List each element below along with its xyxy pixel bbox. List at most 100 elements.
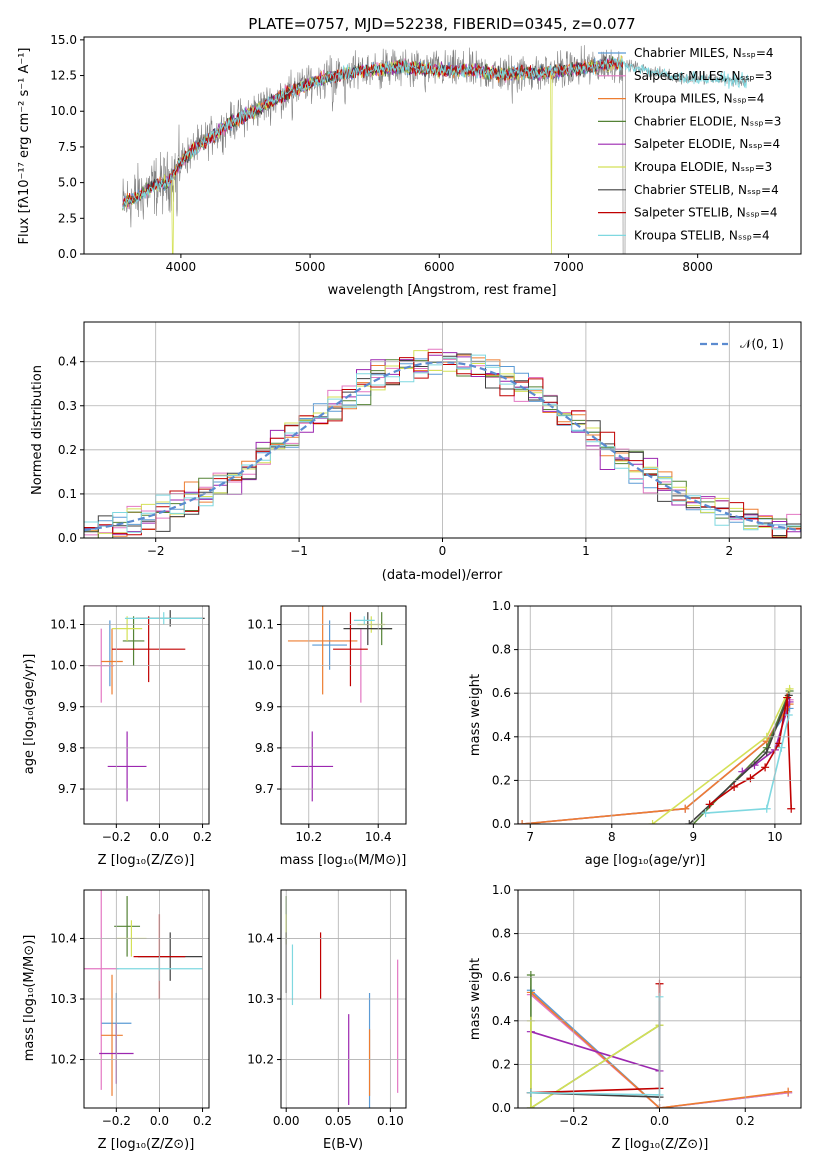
z-age-panel: Z [log₁₀(Z/Z⊙)] age [log₁₀(age/yr)] −0.2… [22, 605, 212, 868]
z-mass-frame [83, 889, 210, 1109]
z-weight-xtick-label: 0.0 [650, 1114, 669, 1128]
z-weight-marker-kroupa-miles [784, 1087, 793, 1096]
spectrum-model-line-salpeter-stelib [122, 58, 624, 206]
age-weight-marker-kroupa-stelib [784, 711, 793, 719]
legend-label-kroupa-miles: Kroupa MILES, Nₛₛₚ=4 [634, 92, 764, 106]
age-weight-ytick-label: 0.4 [492, 730, 511, 744]
age-weight-frame [517, 605, 802, 825]
age-weight-xtick-label: 10 [767, 830, 782, 844]
age-weight-xtick-label: 9 [690, 830, 698, 844]
z-mass-xtick-label: −0.2 [102, 1114, 131, 1128]
mass-age-ytick-label: 9.9 [255, 700, 274, 714]
residuals-xtick-label: 2 [725, 544, 733, 558]
z-age-plot-area [84, 606, 209, 824]
spectrum-ytick-label: 10.0 [50, 104, 77, 118]
age-weight-ytick-label: 1.0 [492, 599, 511, 613]
age-weight-marker-chabrier-stelib [762, 748, 771, 757]
age-weight-marker-kroupa-miles [518, 820, 527, 824]
residuals-ytick-label: 0.4 [58, 355, 77, 369]
mass-age-ytick-label: 10.1 [247, 618, 274, 632]
z-mass-xtick-label: 0.2 [193, 1114, 212, 1128]
age-weight-marker-salpeter-stelib [705, 800, 714, 809]
legend-label-salpeter-miles: Salpeter MILES, Nₛₛₚ=3 [634, 69, 772, 83]
z-weight-xtick-label: −0.2 [559, 1114, 588, 1128]
age-weight-panel: age [log₁₀(age/yr)] mass weight 7 8 9 10 0.0… [468, 599, 802, 868]
z-age-marks [88, 610, 205, 802]
ebv-mass-xtick-label: 0.05 [325, 1114, 352, 1128]
spectrum-panel: PLATE=0757, MJD=52238, FIBERID=0345, z=0… [17, 15, 802, 298]
age-weight-marker-salpeter-stelib [783, 693, 792, 702]
normal-legend-label: 𝒩(0, 1) [740, 337, 784, 351]
ebv-mass-plot-area [281, 890, 406, 1108]
age-weight-marker-salpeter-stelib [787, 804, 796, 813]
age-weight-ytick-label: 0.2 [492, 773, 511, 787]
ebv-mass-ytick-label: 10.2 [247, 1053, 274, 1067]
z-mass-ytick-label: 10.3 [50, 992, 77, 1006]
z-mass-panel: Z [log₁₀(Z/Z⊙)] mass [log₁₀(M/M⊙)] −0.2 0… [22, 889, 212, 1152]
spectrum-ytick-label: 2.5 [58, 211, 77, 225]
spectrum-ytick-label: 0.0 [58, 247, 77, 261]
age-weight-line-kroupa-stelib [705, 714, 790, 814]
mass-age-plot-area [281, 606, 406, 824]
z-weight-marker-chabrier-elodie [526, 971, 535, 980]
z-age-ylabel: age [log₁₀(age/yr)] [22, 654, 37, 775]
z-mass-ytick-label: 10.2 [50, 1053, 77, 1067]
ebv-mass-xlabel: E(B-V) [323, 1137, 363, 1152]
spectrum-plot-area [122, 45, 750, 254]
legend-label-kroupa-elodie: Kroupa ELODIE, Nₛₛₚ=3 [634, 160, 772, 174]
z-weight-ytick-label: 0.2 [492, 1057, 511, 1071]
z-weight-marker-kroupa-stelib [526, 1088, 535, 1097]
age-weight-ylabel: mass weight [468, 674, 483, 756]
z-mass-plot-area [84, 890, 209, 1108]
spectrum-xtick-label: 4000 [166, 260, 197, 274]
ebv-mass-ytick-label: 10.3 [247, 992, 274, 1006]
mass-age-xtick-label: 10.4 [365, 830, 392, 844]
z-weight-ytick-label: 0.6 [492, 970, 511, 984]
age-weight-marker-kroupa-stelib [762, 804, 771, 813]
mass-age-panel: mass [log₁₀(M/M⊙)] 10.2 10.4 9.7 9.8 9.9 10.0… [247, 605, 407, 868]
residuals-ytick-label: 0.0 [58, 531, 77, 545]
legend-label-kroupa-stelib: Kroupa STELIB, Nₛₛₚ=4 [634, 228, 770, 242]
ebv-mass-xtick-label: 0.10 [377, 1114, 404, 1128]
residuals-xtick-label: −2 [147, 544, 165, 558]
z-mass-xlabel: Z [log₁₀(Z/Z⊙)] [98, 1137, 195, 1152]
residuals-xtick-label: 1 [582, 544, 590, 558]
z-age-ytick-label: 9.8 [58, 741, 77, 755]
age-weight-marker-salpeter-stelib [761, 763, 770, 772]
age-weight-marker-salpeter-stelib [746, 774, 755, 783]
spectrum-title: PLATE=0757, MJD=52238, FIBERID=0345, z=0… [248, 15, 635, 33]
mass-age-marks [287, 606, 393, 802]
spectrum-ytick-label: 15.0 [50, 33, 77, 47]
residuals-ytick-label: 0.1 [58, 487, 77, 501]
z-age-xtick-label: 0.0 [150, 830, 169, 844]
age-weight-marker-chabrier-stelib [685, 820, 694, 824]
spectrum-xtick-label: 5000 [295, 260, 326, 274]
spectrum-xtick-label: 6000 [424, 260, 455, 274]
residuals-ylabel: Normed distribution [30, 365, 45, 495]
z-age-xlabel: Z [log₁₀(Z/Z⊙)] [98, 853, 195, 868]
age-weight-marker-kroupa-elodie [785, 684, 794, 693]
z-age-ytick-label: 10.0 [50, 659, 77, 673]
mass-age-xlabel: mass [log₁₀(M/M⊙)] [280, 853, 407, 868]
z-age-xtick-label: −0.2 [102, 830, 131, 844]
mass-age-xtick-label: 10.2 [295, 830, 322, 844]
age-weight-xtick-label: 8 [608, 830, 616, 844]
mass-age-frame [280, 605, 407, 825]
age-weight-marker-kroupa-stelib [777, 743, 786, 752]
spectrum-ytick-label: 5.0 [58, 176, 77, 190]
z-weight-ytick-label: 1.0 [492, 883, 511, 897]
z-weight-ytick-label: 0.0 [492, 1101, 511, 1115]
legend-label-chabrier-stelib: Chabrier STELIB, Nₛₛₚ=4 [634, 183, 779, 197]
mass-age-ytick-label: 10.0 [247, 659, 274, 673]
ebv-mass-frame [280, 889, 407, 1109]
age-weight-ytick-label: 0.0 [492, 817, 511, 831]
spectrum-xtick-label: 8000 [682, 260, 713, 274]
z-weight-ytick-label: 0.4 [492, 1014, 511, 1028]
z-age-ytick-label: 10.1 [50, 618, 77, 632]
spectrum-legend: Chabrier MILES, Nₛₛₚ=4 Salpeter MILES, Nₛ… [598, 46, 781, 242]
age-weight-xtick-label: 7 [526, 830, 534, 844]
residuals-frame [83, 321, 802, 539]
z-weight-ytick-label: 0.8 [492, 927, 511, 941]
